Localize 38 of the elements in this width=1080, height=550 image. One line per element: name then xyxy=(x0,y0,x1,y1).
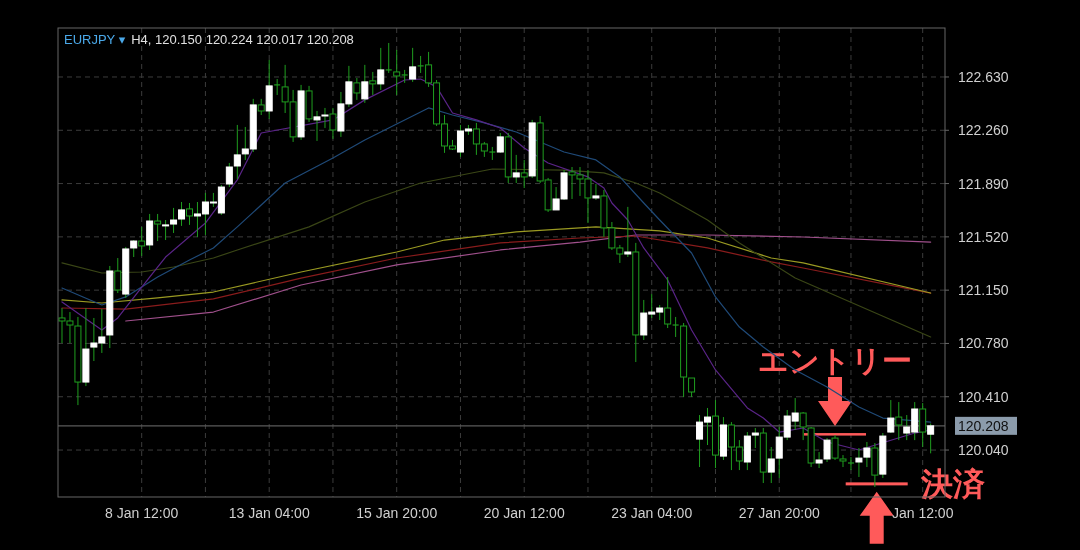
y-tick-label: 121.520 xyxy=(958,228,1009,245)
line-series xyxy=(61,226,932,304)
candlestick xyxy=(664,276,672,329)
y-tick-label: 122.260 xyxy=(958,122,1009,139)
candlestick xyxy=(186,202,193,226)
candlestick xyxy=(393,49,401,96)
line-series xyxy=(61,168,932,338)
y-tick-label: 120.780 xyxy=(958,335,1009,352)
chart-subtitle: H4, 120.150 120.224 120.017 120.208 xyxy=(131,32,354,47)
candlestick xyxy=(138,226,146,257)
candlestick xyxy=(154,213,162,242)
x-tick-label: 20 Jan 12:00 xyxy=(483,505,565,521)
line-series xyxy=(61,107,932,423)
x-tick-label: Jan 12:00 xyxy=(891,505,954,521)
candlestick xyxy=(895,401,903,441)
candlestick xyxy=(385,42,393,74)
y-tick-label: 122.630 xyxy=(958,68,1009,85)
x-tick-label: 27 Jan 20:00 xyxy=(738,505,820,521)
candlestick xyxy=(353,77,361,101)
y-tick-label: 120.410 xyxy=(958,388,1009,405)
line-series xyxy=(125,234,932,322)
x-tick-label: 8 Jan 12:00 xyxy=(105,505,179,521)
candlestick xyxy=(919,402,927,448)
candlestick xyxy=(329,107,337,140)
y-tick-label: 121.890 xyxy=(958,175,1009,192)
candlestick xyxy=(369,71,377,96)
x-tick-label: 23 Jan 04:00 xyxy=(611,505,693,521)
candlestick xyxy=(114,257,122,294)
y-tick-label: 121.150 xyxy=(958,282,1009,299)
y-tick-label: 120.040 xyxy=(958,442,1009,459)
candlestick xyxy=(520,159,528,189)
candlestick xyxy=(847,456,855,471)
x-tick-label: 15 Jan 20:00 xyxy=(356,505,438,521)
ref-line-label: 120.208 xyxy=(958,417,1009,434)
annotation: 決済 xyxy=(919,465,985,502)
chart-title: EURJPY ▾ xyxy=(64,32,126,47)
x-tick-label: 13 Jan 04:00 xyxy=(228,505,310,521)
annotation: エントリー xyxy=(758,344,913,378)
